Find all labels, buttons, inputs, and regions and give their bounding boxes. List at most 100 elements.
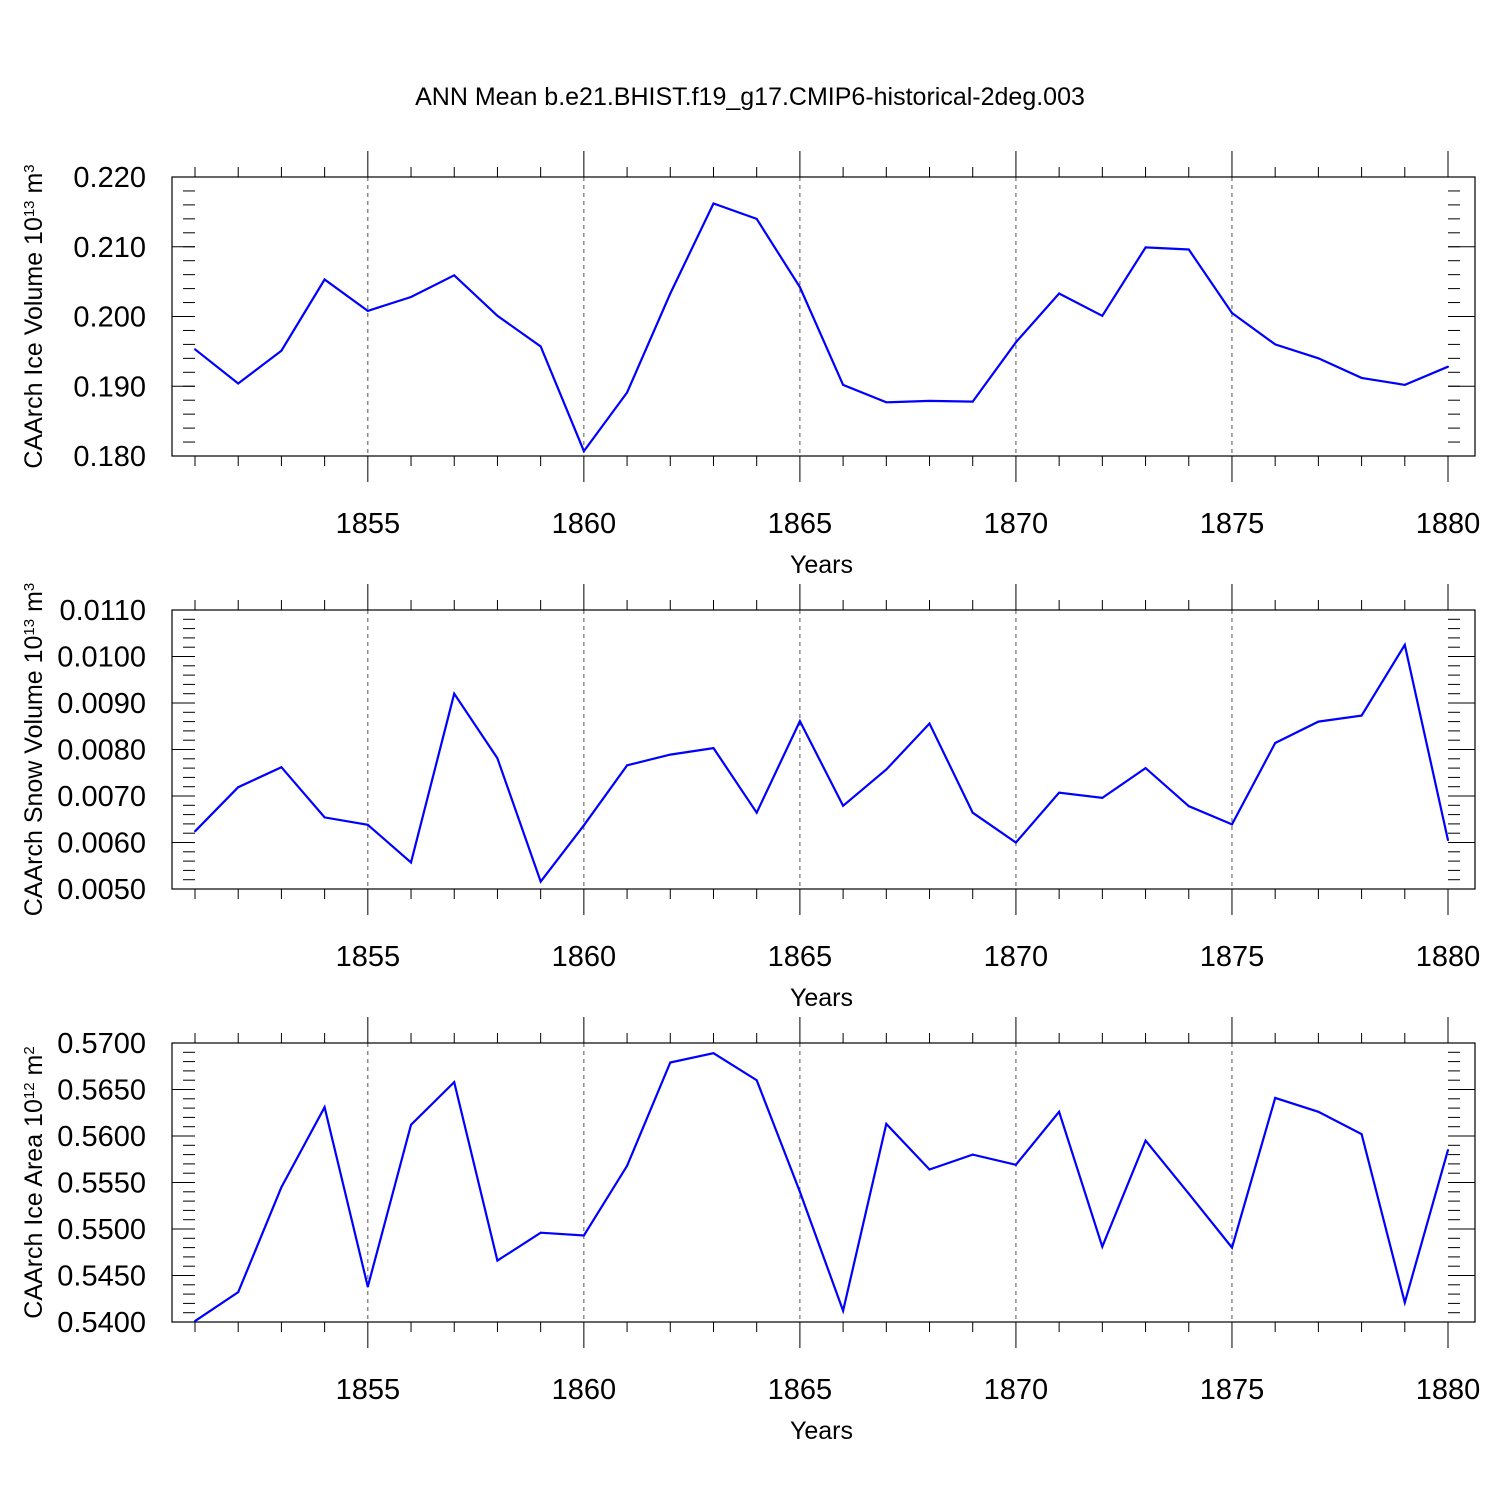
x-tick-label: 1855 bbox=[336, 941, 401, 973]
data-point bbox=[798, 1190, 801, 1193]
data-point bbox=[1230, 823, 1233, 826]
data-point bbox=[842, 804, 845, 807]
x-axis-label: Years bbox=[790, 1417, 853, 1445]
data-point bbox=[669, 1061, 672, 1064]
data-point bbox=[755, 811, 758, 814]
data-point bbox=[971, 1153, 974, 1156]
data-point bbox=[323, 816, 326, 819]
data-point bbox=[323, 278, 326, 281]
data-point bbox=[1187, 805, 1190, 808]
data-point bbox=[539, 345, 542, 348]
data-point bbox=[280, 766, 283, 769]
x-tick-label: 1860 bbox=[552, 508, 617, 540]
x-tick-label: 1880 bbox=[1416, 508, 1481, 540]
data-point bbox=[1403, 383, 1406, 386]
data-point bbox=[496, 314, 499, 317]
data-point bbox=[842, 1309, 845, 1312]
data-point bbox=[755, 1079, 758, 1082]
data-point bbox=[496, 757, 499, 760]
data-point bbox=[928, 399, 931, 402]
data-point bbox=[798, 720, 801, 723]
data-point bbox=[1058, 292, 1061, 295]
data-point bbox=[971, 811, 974, 814]
y-tick-label: 0.5400 bbox=[57, 1307, 146, 1339]
data-point bbox=[194, 348, 196, 351]
y-axis-label-exp: 13 bbox=[21, 200, 38, 217]
data-point bbox=[280, 349, 283, 352]
data-point bbox=[1447, 365, 1449, 368]
data-point bbox=[410, 1123, 413, 1126]
panel-3: 1855 1860 1865 1870 1875 1880 Years 0.5400 0.545… bbox=[20, 1017, 1480, 1445]
data-point bbox=[885, 1122, 888, 1125]
x-tick-label: 1870 bbox=[984, 941, 1049, 973]
data-point bbox=[1230, 1246, 1233, 1249]
x-tick-label: 1865 bbox=[768, 1374, 833, 1406]
x-tick-label: 1880 bbox=[1416, 1374, 1481, 1406]
y-tick-label: 0.210 bbox=[73, 232, 146, 264]
y-tick-label: 0.180 bbox=[73, 441, 146, 473]
y-tick-label: 0.200 bbox=[73, 302, 146, 334]
y-tick-label: 0.5600 bbox=[57, 1121, 146, 1153]
data-point bbox=[1403, 643, 1406, 646]
data-point bbox=[410, 295, 413, 298]
y-tick-label: 0.0070 bbox=[57, 781, 146, 813]
data-point bbox=[1014, 841, 1017, 844]
data-point bbox=[1274, 1096, 1277, 1099]
data-point bbox=[1058, 791, 1061, 794]
y-tick-label: 0.190 bbox=[73, 371, 146, 403]
y-tick-label: 0.5650 bbox=[57, 1075, 146, 1107]
y-tick-label: 0.0090 bbox=[57, 688, 146, 720]
y-axis-label-main: CAArch Ice Area 10 bbox=[20, 1099, 48, 1319]
data-point bbox=[1144, 1139, 1147, 1142]
y-axis-label-exp: 13 bbox=[21, 619, 38, 636]
x-axis-label: Years bbox=[790, 984, 853, 1012]
x-tick-label: 1865 bbox=[768, 508, 833, 540]
data-point bbox=[453, 692, 456, 695]
data-point bbox=[1101, 1245, 1104, 1248]
x-axis-label: Years bbox=[790, 551, 853, 579]
x-tick-label: 1860 bbox=[552, 1374, 617, 1406]
x-tick-label: 1880 bbox=[1416, 941, 1481, 973]
data-point bbox=[1058, 1110, 1061, 1113]
y-axis-label: CAArch Ice Area 1012 m2 bbox=[20, 1046, 48, 1318]
data-point bbox=[1101, 314, 1104, 317]
data-point bbox=[539, 880, 542, 883]
y-axis-label-unit: m bbox=[20, 173, 48, 201]
data-point bbox=[1274, 741, 1277, 744]
data-point bbox=[194, 830, 196, 833]
data-point bbox=[237, 1291, 240, 1294]
data-point bbox=[1187, 1192, 1190, 1195]
data-point bbox=[1274, 343, 1277, 346]
data-point bbox=[323, 1106, 326, 1109]
data-point bbox=[1144, 246, 1147, 249]
data-point bbox=[582, 450, 585, 453]
y-axis-label-unit: m bbox=[20, 591, 48, 619]
x-tick-label: 1860 bbox=[552, 941, 617, 973]
data-point bbox=[928, 1168, 931, 1171]
panel-1: 1855 1860 1865 1870 1875 1880 Years 0.180 0.190 0… bbox=[20, 151, 1480, 579]
data-point bbox=[1187, 248, 1190, 251]
y-tick-label: 0.5500 bbox=[57, 1214, 146, 1246]
data-point bbox=[1360, 376, 1363, 379]
data-point bbox=[1447, 839, 1449, 842]
data-point bbox=[755, 217, 758, 220]
data-point bbox=[1101, 796, 1104, 799]
data-point bbox=[712, 202, 715, 205]
data-point bbox=[1360, 1133, 1363, 1136]
data-point bbox=[1360, 714, 1363, 717]
data-point bbox=[712, 747, 715, 750]
series-line bbox=[194, 641, 1450, 884]
figure-title: ANN Mean b.e21.BHIST.f19_g17.CMIP6-histo… bbox=[415, 83, 1085, 111]
y-axis-label-unit-exp: 2 bbox=[21, 1046, 38, 1054]
data-point bbox=[1014, 341, 1017, 344]
data-point bbox=[1317, 1110, 1320, 1113]
data-point bbox=[669, 292, 672, 295]
data-point bbox=[971, 400, 974, 403]
y-tick-label: 0.0110 bbox=[59, 595, 146, 627]
y-tick-label: 0.0080 bbox=[57, 735, 146, 767]
data-point bbox=[928, 722, 931, 725]
y-tick-label: 0.0100 bbox=[57, 642, 146, 674]
x-tick-label: 1855 bbox=[336, 508, 401, 540]
x-tick-label: 1870 bbox=[984, 508, 1049, 540]
